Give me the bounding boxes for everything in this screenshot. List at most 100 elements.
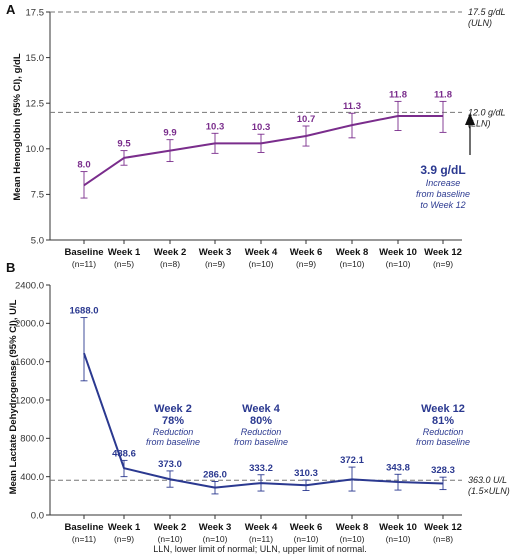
panel-a-y-axis-label: Mean Hemoglobin (95% CI), g/dL xyxy=(12,53,23,200)
series-line xyxy=(83,352,444,489)
panel-a-label: A xyxy=(6,2,16,17)
annotation-week: Week 2 xyxy=(154,403,192,415)
x-tick-label: Week 6 xyxy=(290,247,323,258)
x-n-label: (n=10) xyxy=(294,534,319,544)
annotation-week-2: Week 2 78% Reduction from baseline xyxy=(146,403,200,447)
data-label: 373.0 xyxy=(158,459,182,470)
annotation-week-4: Week 4 80% Reduction from baseline xyxy=(234,403,288,447)
x-tick-label: Week 12 xyxy=(424,247,462,258)
y-tick-label: 10.0 xyxy=(26,144,45,155)
x-tick-label: Week 8 xyxy=(336,522,369,533)
annotation-percent: 78% xyxy=(162,415,184,427)
series-line xyxy=(83,114,443,187)
y-tick-label: 1200.0 xyxy=(15,395,44,406)
annotation-percent: 80% xyxy=(250,415,272,427)
annotation-line-2: from baseline xyxy=(416,189,470,199)
x-n-label: (n=9) xyxy=(296,259,316,269)
data-label: 10.7 xyxy=(297,114,316,125)
annotation-line-1: Increase xyxy=(426,178,461,188)
y-tick-label: 7.5 xyxy=(31,190,44,201)
annotation-arrow-head-icon xyxy=(465,113,475,125)
annotation-line-1: Reduction xyxy=(153,427,194,437)
x-tick-label: Week 12 xyxy=(424,522,462,533)
x-tick-label: Week 10 xyxy=(379,522,417,533)
annotation-percent: 81% xyxy=(432,415,454,427)
annotation-line-2: from baseline xyxy=(234,437,288,447)
data-label: 488.6 xyxy=(112,448,136,459)
x-n-label: (n=10) xyxy=(158,534,183,544)
x-tick-label: Week 3 xyxy=(199,522,232,533)
annotation-week: Week 12 xyxy=(421,403,465,415)
x-n-label: (n=8) xyxy=(160,259,180,269)
y-tick-label: 0.0 xyxy=(31,510,44,521)
x-tick-label: Week 6 xyxy=(290,522,323,533)
x-tick-label: Week 1 xyxy=(108,522,141,533)
x-tick-label: Baseline xyxy=(64,247,103,258)
x-n-label: (n=10) xyxy=(203,534,228,544)
x-n-label: (n=11) xyxy=(249,534,273,544)
y-tick-label: 800.0 xyxy=(20,434,44,445)
reference-label: 363.0 U/L xyxy=(468,475,507,485)
x-n-label: (n=8) xyxy=(433,534,453,544)
y-tick-label: 17.5 xyxy=(26,7,45,18)
x-n-label: (n=10) xyxy=(340,259,365,269)
data-label: 333.2 xyxy=(249,463,273,474)
x-n-label: (n=11) xyxy=(72,259,96,269)
x-n-label: (n=9) xyxy=(433,259,453,269)
data-label: 9.9 xyxy=(163,128,176,139)
panel-b-axes: 0.0 400.0 800.0 1200.0 1600.0 2000.0 2400.0 Bas… xyxy=(15,280,462,544)
x-tick-label: Week 4 xyxy=(245,247,278,258)
data-label: 11.8 xyxy=(389,89,407,100)
reference-label: 12.0 g/dL xyxy=(468,107,506,117)
x-n-label: (n=10) xyxy=(386,259,411,269)
x-n-label: (n=11) xyxy=(72,534,96,544)
x-tick-label: Week 4 xyxy=(245,522,278,533)
reference-label-note: (ULN) xyxy=(468,18,492,28)
data-label: 286.0 xyxy=(203,469,227,480)
panel-a-axes: 5.0 7.5 10.0 12.5 15.0 17.5 Baseline(n=11) Week… xyxy=(26,7,462,269)
x-n-label: (n=10) xyxy=(340,534,365,544)
data-label: 11.3 xyxy=(343,101,361,112)
annotation-value: 3.9 g/dL xyxy=(420,163,465,177)
data-label: 10.3 xyxy=(206,121,225,132)
panel-b-y-axis-label: Mean Lactate Dehydrogenase (95% CI), U/L xyxy=(8,299,19,494)
annotation-line-2: from baseline xyxy=(416,437,470,447)
data-label: 10.3 xyxy=(252,122,271,133)
data-label: 310.3 xyxy=(294,468,318,479)
data-label: 328.3 xyxy=(431,465,455,476)
data-label: 343.8 xyxy=(386,462,410,473)
panel-b-label: B xyxy=(6,260,15,275)
x-tick-label: Week 8 xyxy=(336,247,369,258)
x-tick-label: Week 2 xyxy=(154,522,187,533)
y-tick-label: 2400.0 xyxy=(15,280,44,291)
x-n-label: (n=9) xyxy=(205,259,225,269)
reference-label-note: (LLN) xyxy=(468,118,491,128)
x-n-label: (n=9) xyxy=(114,534,134,544)
data-label: 11.8 xyxy=(434,89,452,100)
panel-a-reference-lines: 17.5 g/dL(ULN) 12.0 g/dL(LLN) xyxy=(50,7,506,128)
annotation-line-2: from baseline xyxy=(146,437,200,447)
data-label: 8.0 xyxy=(77,160,90,171)
panel-b-annotations: Week 2 78% Reduction from baseline Week … xyxy=(146,403,470,447)
x-tick-label: Week 10 xyxy=(379,247,417,258)
x-tick-label: Week 1 xyxy=(108,247,141,258)
panel-b-series: 1688.0 488.6 373.0 286.0 333.2 310.3 372.1 343.… xyxy=(69,306,455,495)
error-bar xyxy=(80,317,88,382)
annotation-line-1: Reduction xyxy=(241,427,282,437)
annotation-week-12: Week 12 81% Reduction from baseline xyxy=(416,403,470,447)
reference-label-note: (1.5×ULN) xyxy=(468,486,510,496)
panel-a-annotation: 3.9 g/dL Increase from baseline to Week … xyxy=(416,113,475,210)
x-n-label: (n=5) xyxy=(114,259,134,269)
annotation-week: Week 4 xyxy=(242,403,281,415)
x-tick-label: Baseline xyxy=(64,522,103,533)
panel-b-reference-lines: 363.0 U/L(1.5×ULN) xyxy=(50,475,510,496)
annotation-line-3: to Week 12 xyxy=(420,200,465,210)
data-label: 1688.0 xyxy=(69,306,98,317)
data-label: 372.1 xyxy=(340,455,364,466)
panel-a-series: 8.0 9.5 9.9 10.3 10.3 10.7 11.3 11.8 11.8 xyxy=(77,89,452,199)
annotation-line-1: Reduction xyxy=(423,427,464,437)
x-tick-label: Week 2 xyxy=(154,247,187,258)
y-tick-label: 1600.0 xyxy=(15,357,44,368)
y-tick-label: 400.0 xyxy=(20,472,44,483)
